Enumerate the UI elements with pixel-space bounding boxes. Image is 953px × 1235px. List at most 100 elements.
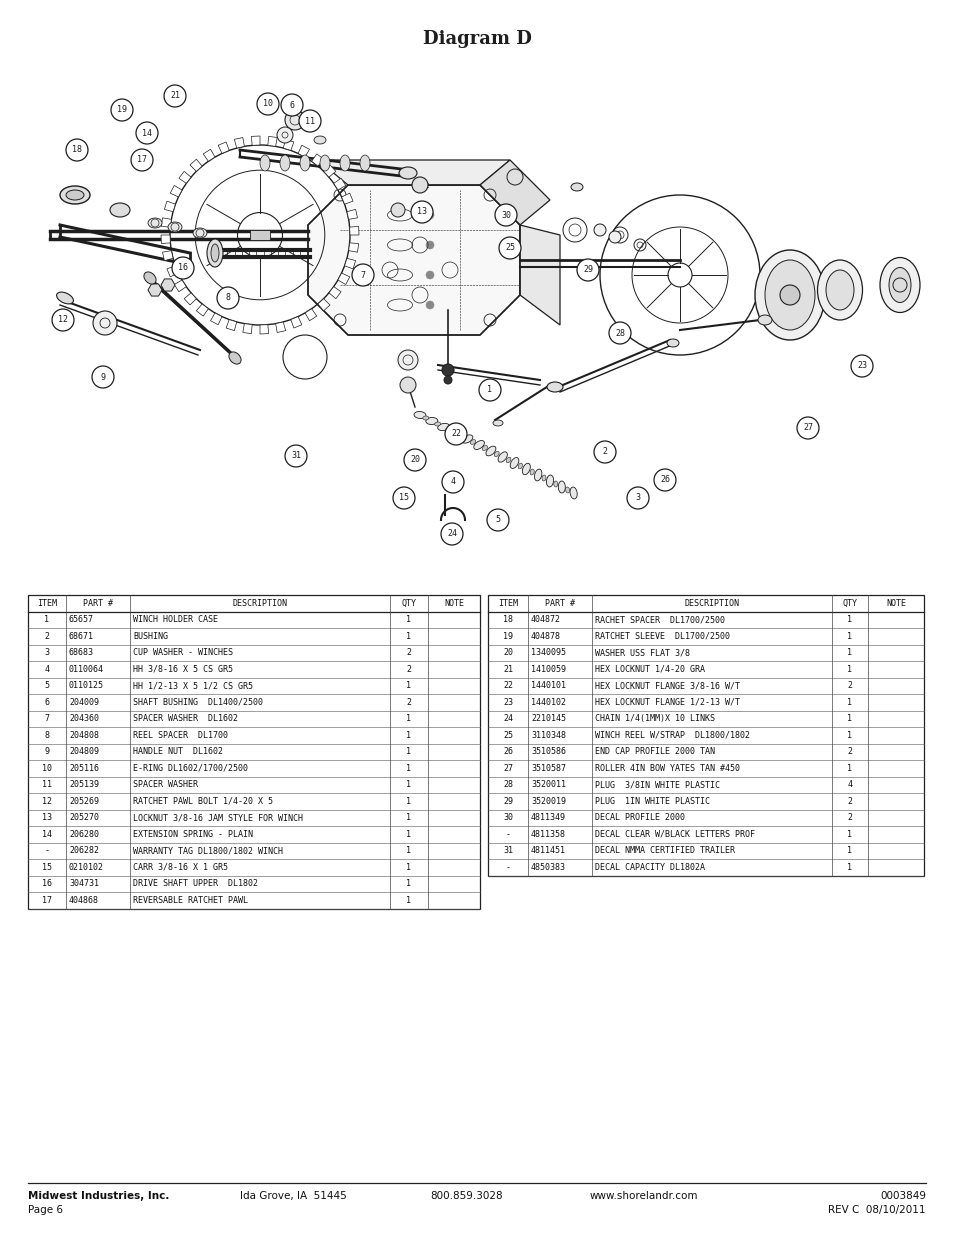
Text: 205116: 205116: [69, 763, 99, 773]
Text: 23: 23: [856, 362, 866, 370]
Text: 1: 1: [406, 879, 411, 888]
Ellipse shape: [522, 463, 530, 474]
Text: 1440102: 1440102: [531, 698, 565, 706]
Polygon shape: [148, 284, 162, 296]
Polygon shape: [347, 210, 357, 220]
Text: 2: 2: [406, 698, 411, 706]
Text: DECAL PROFILE 2000: DECAL PROFILE 2000: [595, 814, 684, 823]
Text: 1410059: 1410059: [531, 664, 565, 674]
Circle shape: [440, 522, 462, 545]
Text: 0110125: 0110125: [69, 682, 104, 690]
Text: END CAP PROFILE 2000 TAN: END CAP PROFILE 2000 TAN: [595, 747, 714, 756]
Ellipse shape: [437, 424, 449, 431]
Circle shape: [608, 231, 620, 243]
Circle shape: [626, 487, 648, 509]
Text: BUSHING: BUSHING: [132, 632, 168, 641]
Text: 7: 7: [360, 270, 365, 279]
Ellipse shape: [546, 475, 553, 487]
Polygon shape: [291, 316, 301, 329]
Polygon shape: [334, 178, 345, 190]
Circle shape: [412, 177, 428, 193]
Text: 25: 25: [504, 243, 515, 252]
Text: 3520019: 3520019: [531, 797, 565, 805]
Text: 25: 25: [502, 731, 513, 740]
Text: 404868: 404868: [69, 895, 99, 905]
Text: 13: 13: [42, 814, 52, 823]
Text: 3520011: 3520011: [531, 781, 565, 789]
Text: 23: 23: [502, 698, 513, 706]
Text: 30: 30: [502, 814, 513, 823]
Text: -: -: [45, 846, 50, 856]
Ellipse shape: [314, 136, 326, 144]
Circle shape: [850, 354, 872, 377]
Text: 1: 1: [406, 632, 411, 641]
Text: CARR 3/8-16 X 1 GR5: CARR 3/8-16 X 1 GR5: [132, 863, 228, 872]
Text: 29: 29: [502, 797, 513, 805]
Circle shape: [441, 364, 454, 375]
Ellipse shape: [319, 156, 330, 170]
Polygon shape: [308, 185, 519, 335]
Text: REVERSABLE RATCHET PAWL: REVERSABLE RATCHET PAWL: [132, 895, 248, 905]
Ellipse shape: [260, 156, 270, 170]
Text: HH 1/2-13 X 5 1/2 CS GR5: HH 1/2-13 X 5 1/2 CS GR5: [132, 682, 253, 690]
Ellipse shape: [446, 427, 452, 432]
Ellipse shape: [207, 240, 223, 267]
Ellipse shape: [339, 156, 350, 170]
Text: 6: 6: [289, 100, 294, 110]
Ellipse shape: [359, 156, 370, 170]
Circle shape: [52, 309, 74, 331]
Text: DECAL CAPACITY DL1802A: DECAL CAPACITY DL1802A: [595, 863, 704, 872]
Circle shape: [91, 366, 113, 388]
Text: 205139: 205139: [69, 781, 99, 789]
Text: HEX LOCKNUT FLANGE 1/2-13 W/T: HEX LOCKNUT FLANGE 1/2-13 W/T: [595, 698, 740, 706]
Text: E-RING DL1602/1700/2500: E-RING DL1602/1700/2500: [132, 763, 248, 773]
Circle shape: [136, 122, 158, 144]
Ellipse shape: [426, 241, 434, 249]
Text: 16: 16: [42, 879, 52, 888]
Text: 1: 1: [406, 797, 411, 805]
Polygon shape: [218, 142, 229, 153]
Text: 800.859.3028: 800.859.3028: [430, 1191, 502, 1200]
Circle shape: [298, 110, 320, 132]
Text: 4811451: 4811451: [531, 846, 565, 856]
Text: CHAIN 1/4(1MM)X 10 LINKS: CHAIN 1/4(1MM)X 10 LINKS: [595, 714, 714, 724]
Text: 205270: 205270: [69, 814, 99, 823]
Ellipse shape: [554, 480, 558, 487]
Circle shape: [276, 127, 293, 143]
Text: 1: 1: [406, 682, 411, 690]
Ellipse shape: [426, 211, 434, 219]
Text: 2: 2: [45, 632, 50, 641]
Circle shape: [443, 375, 452, 384]
Ellipse shape: [414, 411, 426, 419]
Ellipse shape: [435, 422, 440, 426]
Text: ITEM: ITEM: [497, 599, 517, 608]
Text: 1: 1: [846, 763, 852, 773]
Circle shape: [172, 257, 193, 279]
Text: 26: 26: [502, 747, 513, 756]
Text: Diagram D: Diagram D: [422, 30, 531, 48]
Text: 0110064: 0110064: [69, 664, 104, 674]
Polygon shape: [161, 235, 171, 243]
Text: 28: 28: [502, 781, 513, 789]
Text: 20: 20: [502, 648, 513, 657]
Circle shape: [285, 445, 307, 467]
Text: 24: 24: [502, 714, 513, 724]
Ellipse shape: [888, 268, 910, 303]
Text: 22: 22: [451, 430, 460, 438]
Polygon shape: [196, 304, 208, 316]
Circle shape: [391, 203, 405, 217]
Text: 24: 24: [447, 530, 456, 538]
Bar: [250, 230, 270, 240]
Text: 404878: 404878: [531, 632, 560, 641]
Circle shape: [216, 287, 239, 309]
Text: HANDLE NUT  DL1602: HANDLE NUT DL1602: [132, 747, 223, 756]
Text: 1: 1: [406, 714, 411, 724]
Text: 2: 2: [846, 797, 852, 805]
Text: ROLLER 4IN BOW YATES TAN #450: ROLLER 4IN BOW YATES TAN #450: [595, 763, 740, 773]
Text: 1: 1: [406, 615, 411, 624]
Text: 2: 2: [846, 814, 852, 823]
Ellipse shape: [546, 382, 562, 391]
Circle shape: [577, 259, 598, 282]
Text: PLUG  1IN WHITE PLASTIC: PLUG 1IN WHITE PLASTIC: [595, 797, 709, 805]
Text: SHAFT BUSHING  DL1400/2500: SHAFT BUSHING DL1400/2500: [132, 698, 263, 706]
